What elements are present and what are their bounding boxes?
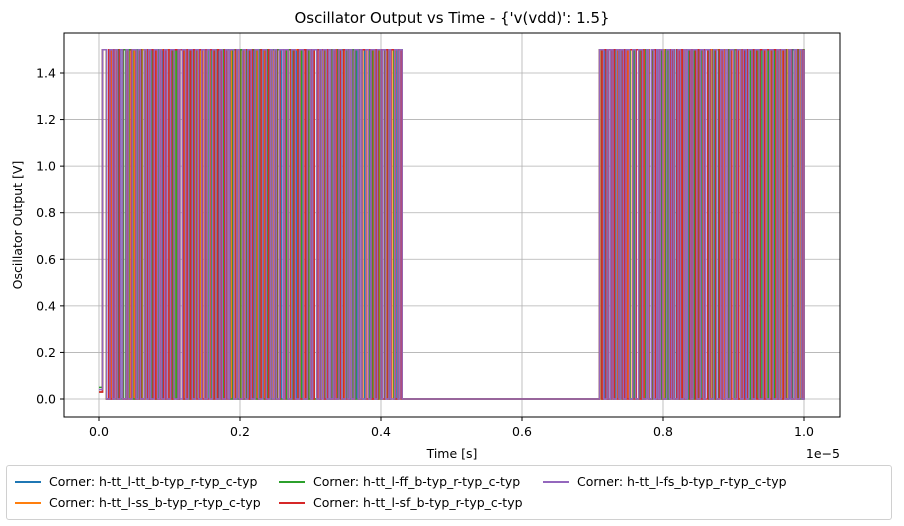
x-tick-label: 0.6 xyxy=(512,424,532,439)
x-tick-label: 0.4 xyxy=(371,424,391,439)
axes-frame xyxy=(63,32,841,418)
plot-area xyxy=(99,48,805,400)
legend-label: Corner: h-tt_l-ff_b-typ_r-typ_c-typ xyxy=(313,474,521,489)
legend-label: Corner: h-tt_l-fs_b-typ_r-typ_c-typ xyxy=(577,474,787,489)
legend-label: Corner: h-tt_l-ss_b-typ_r-typ_c-typ xyxy=(49,495,261,510)
x-tick-label: 0.0 xyxy=(89,424,109,439)
y-axis-ticks: 0.0 0.2 0.4 0.6 0.8 1.0 1.2 1.4 xyxy=(36,66,64,407)
y-tick-label: 0.4 xyxy=(36,298,56,313)
x-axis-offset-label: 1e−5 xyxy=(806,446,840,461)
legend-item-tt: Corner: h-tt_l-tt_b-typ_r-typ_c-typ xyxy=(15,474,257,489)
legend-swatch-icon xyxy=(15,501,41,504)
legend-swatch-icon xyxy=(543,480,569,483)
y-tick-label: 0.6 xyxy=(36,252,56,267)
series-line xyxy=(99,48,805,400)
y-tick-label: 1.4 xyxy=(36,66,56,81)
legend-swatch-icon xyxy=(15,480,41,483)
y-tick-label: 1.2 xyxy=(36,112,56,127)
y-tick-label: 1.0 xyxy=(36,159,56,174)
legend-item-ff: Corner: h-tt_l-ff_b-typ_r-typ_c-typ xyxy=(279,474,520,489)
legend-swatch-icon xyxy=(279,501,305,504)
legend-swatch-icon xyxy=(279,480,305,483)
legend-item-sf: Corner: h-tt_l-sf_b-typ_r-typ_c-typ xyxy=(279,495,523,510)
x-axis-ticks: 0.0 0.2 0.4 0.6 0.8 1.0 xyxy=(89,417,814,439)
legend-item-fs: Corner: h-tt_l-fs_b-typ_r-typ_c-typ xyxy=(543,474,787,489)
legend-item-ss: Corner: h-tt_l-ss_b-typ_r-typ_c-typ xyxy=(15,495,261,510)
x-tick-label: 0.2 xyxy=(230,424,250,439)
legend-label: Corner: h-tt_l-sf_b-typ_r-typ_c-typ xyxy=(313,495,523,510)
legend: Corner: h-tt_l-tt_b-typ_r-typ_c-typ Corn… xyxy=(6,465,892,520)
x-tick-label: 0.8 xyxy=(653,424,673,439)
legend-label: Corner: h-tt_l-tt_b-typ_r-typ_c-typ xyxy=(49,474,258,489)
y-tick-label: 0.8 xyxy=(36,205,56,220)
x-axis-label: Time [s] xyxy=(426,446,478,461)
y-tick-label: 0.0 xyxy=(36,392,56,407)
x-tick-label: 1.0 xyxy=(794,424,814,439)
y-axis-label: Oscillator Output [V] xyxy=(10,161,25,290)
y-tick-label: 0.2 xyxy=(36,345,56,360)
chart-title: Oscillator Output vs Time - {'v(vdd)': 1… xyxy=(294,9,609,27)
